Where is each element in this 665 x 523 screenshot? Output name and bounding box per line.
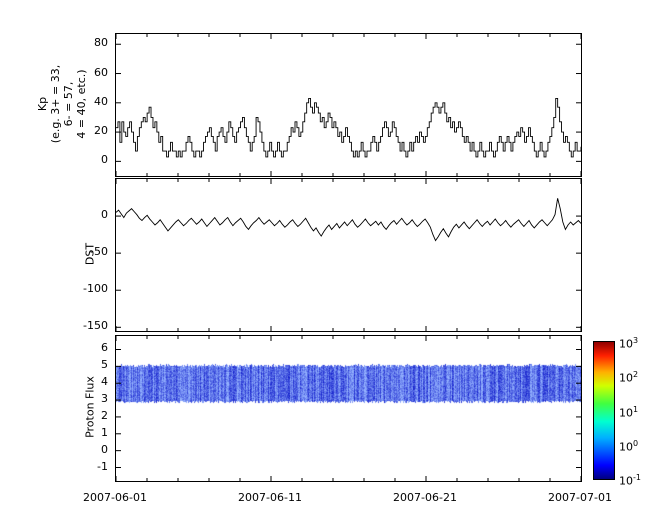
dst-plot-panel — [115, 178, 582, 332]
y-tick-label: 80 — [94, 36, 108, 50]
y-tick-label: 0 — [101, 208, 108, 222]
y-tick-label: 1 — [101, 425, 108, 439]
dst-line-plot — [116, 179, 581, 331]
y-tick-label: 60 — [94, 65, 108, 79]
colorbar-tick-label: 103 — [619, 336, 639, 351]
x-tick-label: 2007-06-01 — [83, 491, 147, 504]
proton-flux-axes-ticks — [116, 336, 581, 481]
kp-y-axis-label-line: (e.g. 3+ = 33, — [49, 64, 62, 144]
y-tick-label: 3 — [101, 392, 108, 406]
colorbar-tick-label: 100 — [619, 438, 639, 454]
y-tick-label: -100 — [83, 282, 108, 296]
y-tick-label: -50 — [90, 245, 108, 259]
colorbar-tick-label: 101 — [619, 404, 639, 420]
y-tick-label: 6 — [101, 341, 108, 355]
y-tick-label: -150 — [83, 319, 108, 333]
x-tick-label: 2007-06-11 — [238, 491, 302, 504]
y-tick-label: 4 — [101, 375, 108, 389]
x-tick-label: 2007-07-01 — [548, 491, 612, 504]
colorbar-tick-label: 102 — [619, 370, 639, 385]
kp-y-axis-label-line: Kp — [36, 96, 49, 112]
y-tick-label: 0 — [101, 442, 108, 456]
kp-line-plot — [116, 34, 581, 176]
proton-flux-spectrogram — [116, 336, 581, 481]
flux-colorbar — [593, 341, 615, 480]
kp-plot-panel — [115, 33, 582, 177]
colorbar-tick-label: 10-1 — [619, 473, 641, 488]
y-tick-label: 5 — [101, 358, 108, 372]
y-tick-label: 0 — [101, 153, 108, 167]
y-tick-label: 2 — [101, 408, 108, 422]
y-tick-label: -1 — [97, 459, 108, 473]
y-tick-label: 40 — [94, 94, 108, 108]
y-tick-label: 20 — [94, 124, 108, 138]
x-tick-label: 2007-06-21 — [393, 491, 457, 504]
proton-flux-plot-panel — [115, 335, 582, 482]
